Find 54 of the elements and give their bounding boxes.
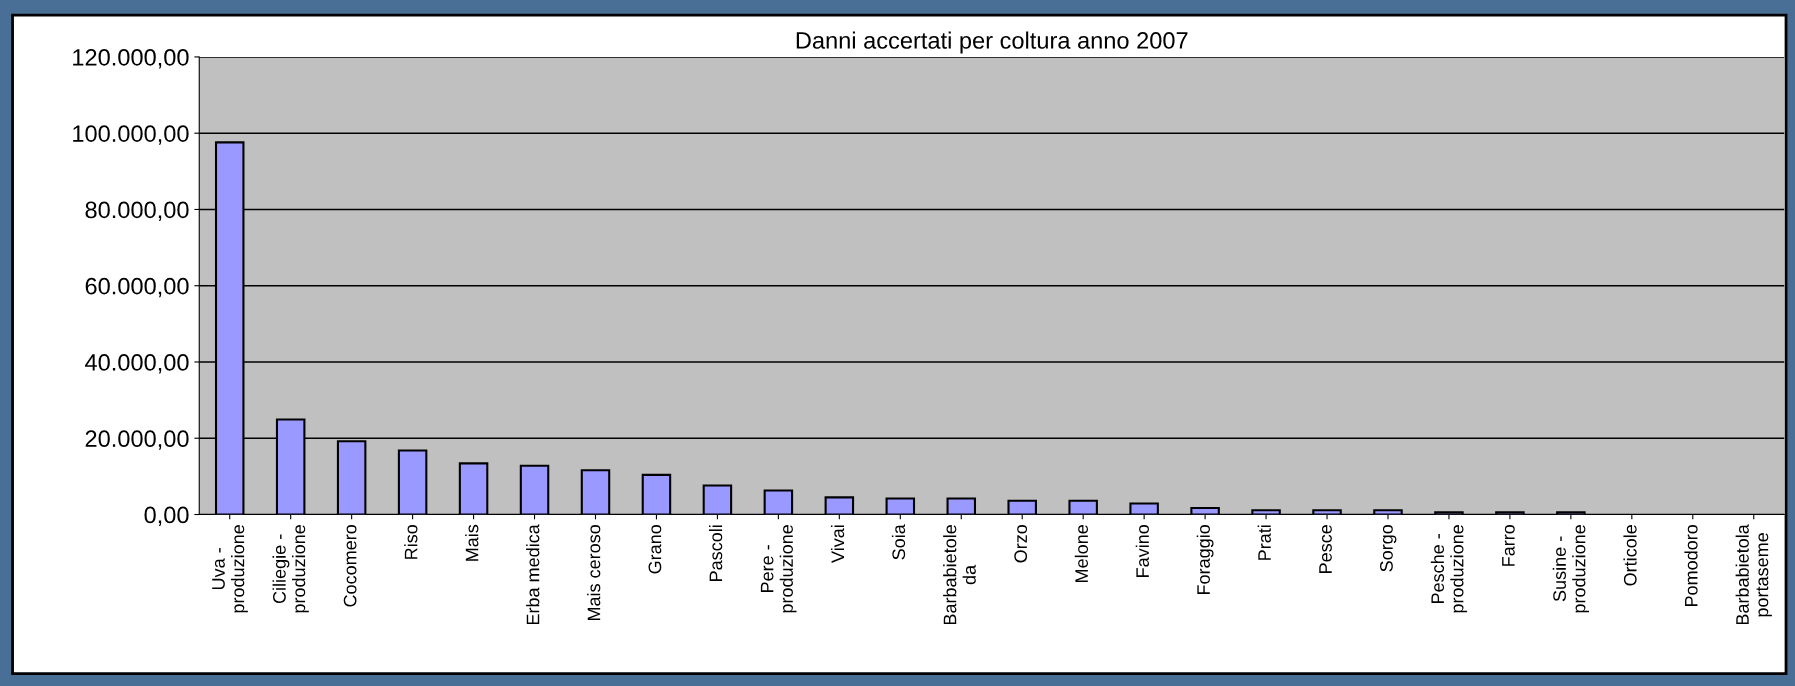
y-tick-label: 40.000,00	[85, 354, 189, 374]
bar	[1312, 509, 1342, 515]
bar	[763, 489, 794, 515]
x-tick-label: Grano	[648, 524, 662, 574]
bar	[1129, 502, 1159, 515]
y-tick-label: 60.000,00	[85, 277, 189, 298]
bar	[641, 473, 672, 515]
x-tick-label: Vivai	[830, 525, 845, 563]
bar	[885, 497, 916, 515]
bar	[1556, 511, 1586, 515]
bar	[1373, 509, 1403, 515]
bar	[1068, 499, 1098, 515]
x-tick-label: Pascoli	[709, 525, 723, 581]
bar	[946, 497, 977, 515]
x-tick-label: Sorgo	[1380, 524, 1397, 572]
x-tick-label: Pesce	[1319, 525, 1332, 573]
x-tick-label: Mais ceroso	[587, 524, 601, 621]
x-tick-label: Pere - produzione	[760, 525, 797, 613]
y-tick-label: 80.000,00	[85, 201, 189, 222]
bar	[1434, 511, 1464, 515]
x-tick-label: Prati	[1257, 525, 1271, 560]
bar	[580, 469, 611, 515]
x-tick-label: Cocomero	[343, 524, 357, 607]
x-tick-label: Barbabietola portaseme	[1735, 524, 1772, 625]
x-tick-label: Barbabietole da	[943, 525, 976, 625]
x-tick-label: Riso	[404, 524, 418, 559]
x-tick-label: Orzo	[1014, 524, 1028, 563]
x-tick-label: Soia	[891, 524, 906, 560]
bar	[519, 464, 550, 515]
bar	[702, 484, 733, 515]
x-tick-label: Erba medica	[526, 524, 540, 625]
x-tick-label: Foraggio	[1196, 524, 1214, 594]
y-tick-label: 100.000,00	[73, 125, 189, 145]
x-tick-label: Ciliegie - produzione	[272, 525, 309, 613]
x-tick-label: Mais	[465, 524, 479, 561]
x-tick-label: Uva - produzione	[212, 525, 248, 613]
bar	[1251, 509, 1281, 515]
bar	[458, 462, 489, 515]
x-tick-label: Pesche - produzione	[1430, 525, 1468, 613]
x-tick-label: Melone	[1074, 525, 1089, 582]
y-tick-label: 20.000,00	[85, 430, 189, 450]
x-tick-label: Susine - produzione	[1552, 525, 1590, 613]
bar	[824, 496, 855, 515]
x-tick-label: Pomodoro	[1684, 524, 1698, 607]
bar	[1007, 499, 1037, 515]
x-tick-label: Orticole	[1623, 525, 1637, 586]
y-tick-label: 0,00	[144, 506, 189, 527]
bar	[1190, 506, 1220, 515]
bar	[397, 449, 428, 515]
y-tick-label: 120.000,00	[73, 49, 189, 69]
bar	[1495, 511, 1525, 515]
chart-title: Danni accertati per coltura anno 2007	[796, 31, 1188, 54]
x-tick-label: Favino	[1135, 524, 1149, 577]
x-tick-label: Farro	[1502, 524, 1515, 566]
